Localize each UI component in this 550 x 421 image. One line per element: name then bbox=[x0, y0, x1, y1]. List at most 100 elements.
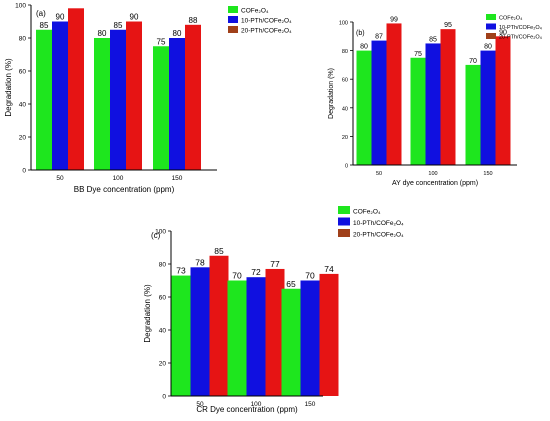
y-axis-label: Degradation (%) bbox=[328, 68, 335, 119]
data-label: 85 bbox=[114, 21, 123, 30]
legend-swatch bbox=[228, 16, 238, 23]
y-tick-label: 20 bbox=[342, 135, 348, 141]
data-label: 85 bbox=[40, 21, 49, 30]
legend-label: 10-PTh/COFe₂O₄ bbox=[353, 220, 404, 227]
data-label: 95 bbox=[444, 22, 452, 29]
panel-a-chart: 85 90 50 80 85 90 100 75 80 88 150 0 20 40 60 80 100 Degr… bbox=[4, 3, 292, 195]
bar bbox=[386, 23, 402, 166]
x-axis-label: BB Dye concentration (ppm) bbox=[74, 185, 175, 194]
x-tick-label: 150 bbox=[483, 171, 492, 177]
data-label: 90 bbox=[56, 13, 65, 22]
legend-swatch bbox=[486, 14, 496, 20]
x-tick-label: 50 bbox=[196, 401, 204, 408]
y-tick-label: 60 bbox=[342, 78, 348, 84]
y-tick-label: 40 bbox=[159, 328, 167, 335]
bar bbox=[495, 36, 511, 165]
data-label: 70 bbox=[232, 271, 242, 281]
panel-c-chart: 73 78 85 50 70 72 77 100 65 70 74 150 0 20 40 60 80 100 De… bbox=[143, 206, 404, 414]
y-tick-label: 0 bbox=[22, 168, 26, 175]
bar bbox=[94, 38, 110, 170]
panel-label: (b) bbox=[356, 30, 365, 37]
bar bbox=[185, 24, 201, 170]
y-axis-label: Degradation (%) bbox=[4, 58, 13, 117]
y-tick-label: 0 bbox=[162, 394, 166, 401]
data-label: 73 bbox=[176, 266, 186, 276]
x-axis-label: AY dye concentration (ppm) bbox=[392, 180, 478, 187]
bar bbox=[246, 277, 266, 396]
legend-label: 10-PTh/COFe₂O₄ bbox=[499, 25, 543, 31]
legend-label: COFe₂O₄ bbox=[241, 8, 269, 15]
bar bbox=[52, 21, 68, 170]
x-tick-label: 150 bbox=[172, 175, 183, 182]
legend-swatch bbox=[486, 33, 496, 39]
data-label: 74 bbox=[324, 264, 334, 274]
legend-swatch bbox=[486, 23, 496, 30]
data-label: 85 bbox=[429, 36, 437, 43]
data-label: 90 bbox=[499, 29, 507, 36]
bar bbox=[480, 50, 496, 165]
x-tick-label: 100 bbox=[428, 171, 437, 177]
x-tick-label: 100 bbox=[113, 175, 124, 182]
bar bbox=[36, 29, 52, 170]
bar bbox=[169, 38, 185, 170]
data-label: 90 bbox=[130, 13, 139, 22]
data-label: 80 bbox=[360, 44, 368, 51]
bar bbox=[171, 275, 191, 396]
bar bbox=[190, 267, 210, 396]
y-axis-label: Degradation (%) bbox=[143, 284, 152, 343]
y-tick-label: 40 bbox=[342, 106, 348, 112]
y-tick-label: 100 bbox=[155, 229, 166, 236]
data-label: 75 bbox=[414, 51, 422, 58]
panel-label: (a) bbox=[36, 9, 46, 18]
data-label: 75 bbox=[157, 37, 166, 46]
y-tick-label: 40 bbox=[19, 102, 27, 109]
bar bbox=[371, 40, 387, 166]
panel-label: (c) bbox=[151, 231, 161, 240]
x-tick-label: 150 bbox=[305, 401, 316, 408]
legend-label: 10-PTh/COFe₂O₄ bbox=[241, 18, 292, 25]
bar bbox=[227, 280, 247, 396]
data-label: 70 bbox=[469, 58, 477, 65]
x-tick-label: 50 bbox=[56, 175, 64, 182]
bar bbox=[153, 46, 169, 170]
legend-label: 20-PTh/COFe₂O₄ bbox=[353, 232, 404, 239]
y-tick-label: 20 bbox=[159, 361, 167, 368]
data-label: 80 bbox=[173, 29, 182, 38]
y-tick-label: 80 bbox=[159, 262, 167, 269]
y-tick-label: 80 bbox=[342, 49, 348, 55]
legend-label: COFe₂O₄ bbox=[353, 209, 381, 216]
y-tick-label: 100 bbox=[15, 3, 26, 10]
data-label: 99 bbox=[390, 16, 398, 23]
data-label: 70 bbox=[305, 271, 315, 281]
legend-label: 20-PTh/COFe₂O₄ bbox=[499, 35, 543, 41]
bar bbox=[126, 21, 142, 170]
bar bbox=[68, 8, 84, 170]
bar bbox=[281, 288, 301, 396]
bar bbox=[319, 273, 339, 396]
bar bbox=[209, 255, 229, 396]
x-tick-label: 50 bbox=[376, 171, 382, 177]
y-tick-label: 20 bbox=[19, 135, 27, 142]
y-tick-label: 60 bbox=[159, 295, 167, 302]
data-label: 65 bbox=[286, 279, 296, 289]
legend-swatch bbox=[338, 229, 350, 237]
bar bbox=[425, 43, 441, 166]
bar bbox=[110, 29, 126, 170]
bar bbox=[356, 50, 372, 165]
x-tick-label: 100 bbox=[251, 401, 262, 408]
legend-label: 20-PTh/COFe₂O₄ bbox=[241, 28, 292, 35]
data-label: 78 bbox=[195, 257, 205, 267]
bar bbox=[410, 57, 426, 165]
legend-label: COFe₂O₄ bbox=[499, 16, 523, 22]
data-label: 77 bbox=[270, 259, 280, 269]
bar bbox=[465, 64, 481, 165]
data-label: 72 bbox=[251, 267, 261, 277]
legend-swatch bbox=[228, 6, 238, 13]
legend-swatch bbox=[338, 206, 350, 214]
y-tick-label: 80 bbox=[19, 36, 27, 43]
data-label: 88 bbox=[189, 16, 198, 25]
x-axis-label: CR Dye concentration (ppm) bbox=[196, 405, 298, 414]
data-label: 80 bbox=[98, 29, 107, 38]
panel-b-chart: 80 87 99 50 75 85 95 100 70 80 90 150 0 20 40 60 80 100 De… bbox=[328, 14, 543, 187]
